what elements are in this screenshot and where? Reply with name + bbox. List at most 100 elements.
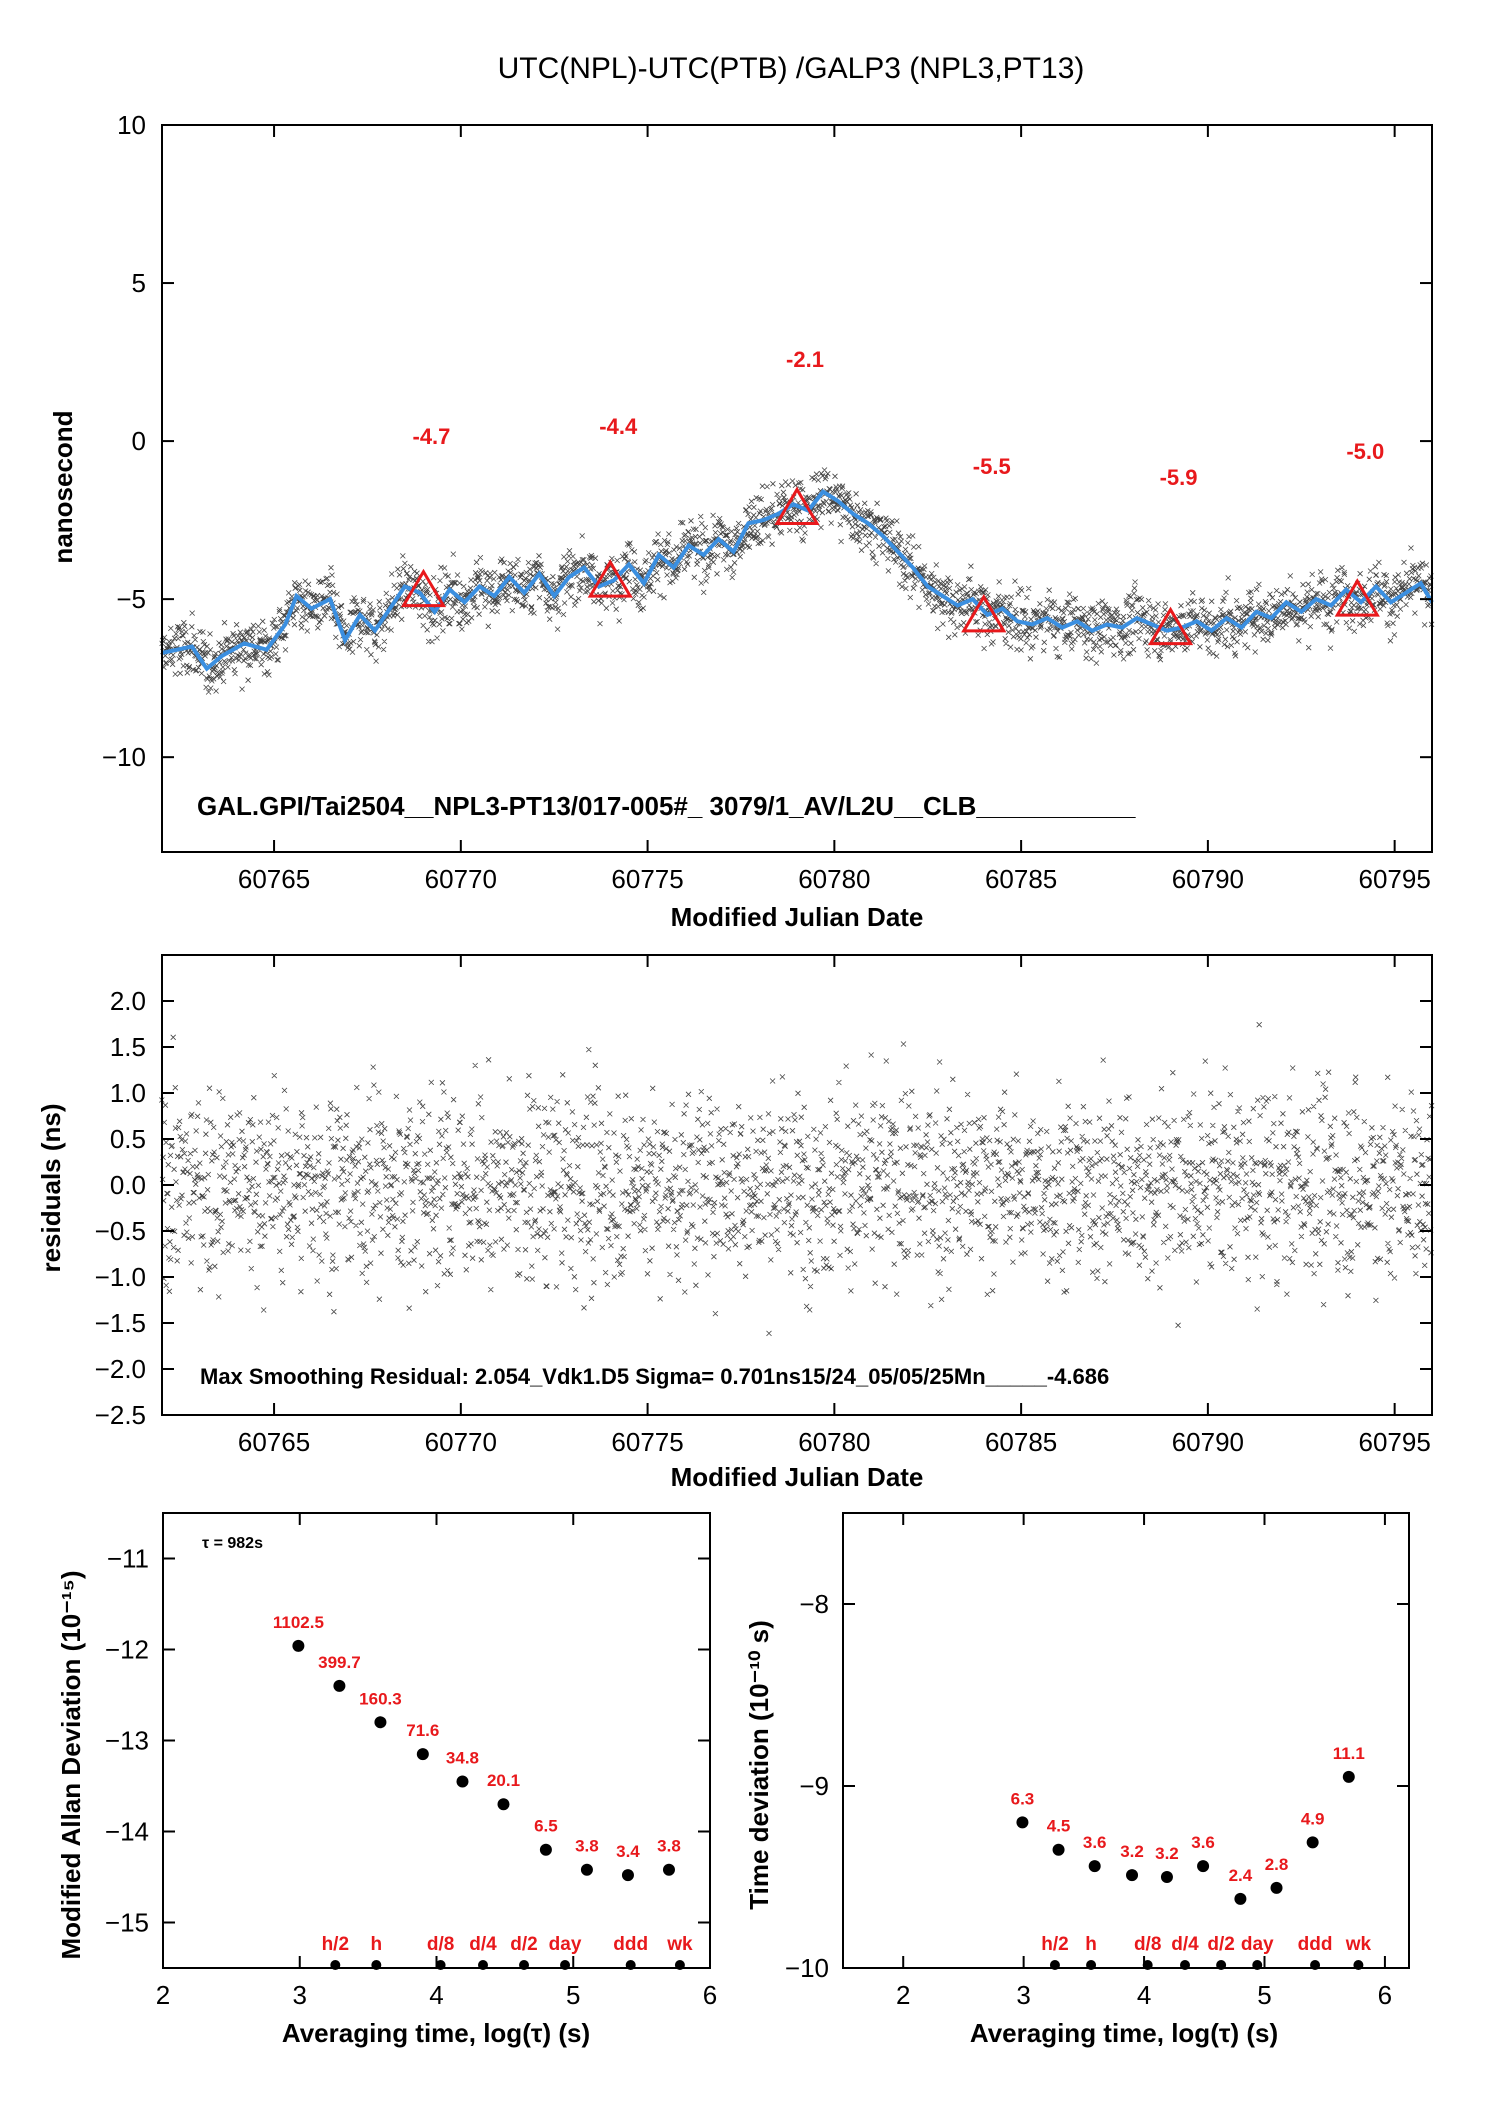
residuals-ylabel: residuals (ns) — [36, 1103, 66, 1272]
tdev-point-2 — [1088, 1860, 1101, 1873]
mdev-y-tick-label-3: −14 — [105, 1817, 149, 1847]
marker-label-0: -4.7 — [413, 424, 451, 449]
res-x-tick-label-4: 60785 — [985, 1427, 1057, 1457]
mdev-marks: 1102.5 399.7 160.371.6 34.8 20.1 6.5 3.8 3.4 3.8… — [273, 1613, 693, 1970]
tdev-ylabel: Time deviation (10⁻¹⁰ s) — [744, 1620, 774, 1910]
mdev-x-tick-label-1: 3 — [293, 1980, 307, 2010]
tdev-point-7 — [1270, 1881, 1283, 1894]
res-y-tick-label-2: 1.0 — [110, 1078, 146, 1108]
mdev-timemark-dot-5 — [560, 1960, 571, 1970]
mdev-point-5 — [497, 1798, 510, 1811]
tdev-axes: −8 −9 −10 2 3 4 5 6 — [785, 1512, 1410, 2010]
mdev-point-6 — [539, 1843, 552, 1856]
mdev-point-label-6: 6.5 — [534, 1817, 558, 1836]
mdev-y-tick-label-4: −15 — [105, 1908, 149, 1938]
x-tick-label-6: 60795 — [1358, 864, 1430, 894]
mdev-timemark-dot-3 — [477, 1960, 488, 1970]
mdev-axes: −11 −12 −13 −14 −15 2 3 4 5 6 — [105, 1512, 717, 2010]
marker-triangle-2 — [774, 486, 820, 525]
res-y-tick-label-4: 0.0 — [110, 1170, 146, 1200]
mdev-point-label-5: 20.1 — [487, 1771, 520, 1790]
tdev-timemark-dot-1 — [1086, 1960, 1097, 1970]
mdev-point-0 — [292, 1639, 305, 1652]
mdev-panel: −11 −12 −13 −14 −15 2 3 4 5 6 1102.5 399.7 160.371.… — [56, 1512, 717, 2048]
timeseries-scatter-points — [159, 467, 1435, 695]
mdev-point-4 — [456, 1775, 469, 1788]
mdev-timemark-label-7: wk — [666, 1934, 693, 1955]
res-x-tick-label-6: 60795 — [1358, 1427, 1430, 1457]
mdev-timemark-dot-7 — [674, 1960, 685, 1970]
marker-label-5: -5.0 — [1346, 439, 1384, 464]
mdev-timemark-label-4: d/2 — [510, 1934, 537, 1955]
res-y-tick-label-6: −1.0 — [95, 1262, 146, 1292]
tdev-timemark-dot-0 — [1049, 1960, 1060, 1970]
residuals-panel: 2.0 1.5 1.0 0.5 0.0 −0.5 −1.0 −1.5 −2.0 −2.5 60765… — [36, 954, 1435, 1492]
mdev-x-tick-label-4: 6 — [703, 1980, 717, 2010]
mdev-ylabel: Modified Allan Deviation (10⁻¹⁵) — [56, 1571, 86, 1960]
tdev-y-tick-label-1: −9 — [799, 1771, 829, 1801]
tdev-point-label-3: 3.2 — [1120, 1842, 1144, 1861]
x-tick-label-5: 60790 — [1172, 864, 1244, 894]
tdev-x-tick-label-2: 4 — [1137, 1980, 1151, 2010]
res-y-tick-label-7: −1.5 — [95, 1308, 146, 1338]
tdev-timemark-dot-5 — [1252, 1960, 1263, 1970]
marker-triangle-0 — [400, 568, 447, 608]
tdev-point-label-1: 4.5 — [1047, 1817, 1071, 1836]
res-x-tick-label-0: 60765 — [238, 1427, 310, 1457]
marker-triangle-3 — [961, 593, 1007, 633]
tdev-point-1 — [1052, 1843, 1065, 1856]
tdev-point-4 — [1160, 1871, 1173, 1883]
tdev-timemark-dot-7 — [1353, 1960, 1364, 1970]
tdev-timemark-dot-4 — [1216, 1960, 1227, 1970]
tdev-point-0 — [1016, 1816, 1029, 1829]
timeseries-annotation: GAL.GPI/Tai2504__NPL3-PT13/017-005#_ 307… — [197, 791, 1136, 821]
mdev-timemark-label-5: day — [549, 1934, 582, 1955]
tdev-timemark-dot-2 — [1142, 1960, 1153, 1970]
timeseries-frame — [161, 124, 1433, 853]
mdev-timemark-label-1: h — [371, 1934, 383, 1955]
tdev-y-tick-label-2: −10 — [785, 1953, 829, 1983]
mdev-timemark-dot-1 — [371, 1960, 382, 1970]
tdev-point-label-4: 3.2 — [1155, 1844, 1179, 1863]
tdev-timemark-label-2: d/8 — [1134, 1934, 1161, 1955]
figure-title: UTC(NPL)-UTC(PTB) /GALP3 (NPL3,PT13) — [498, 52, 1085, 85]
res-y-tick-label-9: −2.5 — [95, 1400, 146, 1430]
marker-label-2: -2.1 — [786, 347, 824, 372]
mdev-timemark-dot-2 — [435, 1960, 446, 1970]
marker-triangle-1 — [587, 559, 633, 598]
mdev-frame — [162, 1512, 711, 1969]
mdev-y-tick-label-0: −11 — [107, 1544, 149, 1574]
mdev-point-8 — [621, 1869, 634, 1882]
marker-triangle-4 — [1147, 606, 1194, 646]
timeseries-ylabel: nanosecond — [48, 410, 78, 563]
mdev-point-label-7: 3.8 — [575, 1837, 599, 1856]
x-tick-label-0: 60765 — [238, 864, 310, 894]
mdev-point-label-9: 3.8 — [657, 1837, 681, 1856]
x-tick-label-3: 60780 — [798, 864, 870, 894]
res-x-tick-label-1: 60770 — [425, 1427, 497, 1457]
tdev-point-3 — [1126, 1869, 1139, 1882]
mdev-point-7 — [580, 1863, 593, 1876]
tdev-point-6 — [1234, 1892, 1247, 1905]
mdev-x-tick-label-0: 2 — [156, 1980, 170, 2010]
timeseries-markers: -4.7 -4.4 -2.1 -5.5 -5.9 -5.0 — [400, 347, 1384, 646]
res-y-tick-label-5: −0.5 — [95, 1216, 146, 1246]
tdev-timemark-label-6: ddd — [1298, 1934, 1333, 1955]
tdev-x-tick-label-1: 3 — [1016, 1980, 1030, 2010]
mdev-timemark-label-3: d/4 — [469, 1934, 497, 1955]
tdev-timemark-label-3: d/4 — [1171, 1934, 1199, 1955]
tdev-panel: −8 −9 −10 2 3 4 5 6 6.3 4.5 3.6 3.2 3.2 3.6 2.4 2.8 4.9… — [744, 1512, 1410, 2048]
y-tick-label-2: 0 — [132, 426, 146, 456]
marker-label-3: -5.5 — [973, 454, 1011, 479]
mdev-timemark-label-6: ddd — [613, 1934, 648, 1955]
timeseries-scatter-marks — [159, 467, 1435, 695]
mdev-y-tick-label-1: −12 — [105, 1635, 149, 1665]
mdev-point-1 — [333, 1679, 346, 1692]
tdev-point-9 — [1342, 1770, 1355, 1783]
tdev-point-label-9: 11.1 — [1333, 1744, 1365, 1763]
tdev-point-8 — [1306, 1836, 1319, 1849]
tdev-timemark-label-1: h — [1085, 1934, 1097, 1955]
res-x-tick-label-2: 60775 — [611, 1427, 683, 1457]
tdev-point-label-7: 2.8 — [1265, 1855, 1289, 1874]
tdev-x-tick-label-4: 6 — [1378, 1980, 1392, 2010]
